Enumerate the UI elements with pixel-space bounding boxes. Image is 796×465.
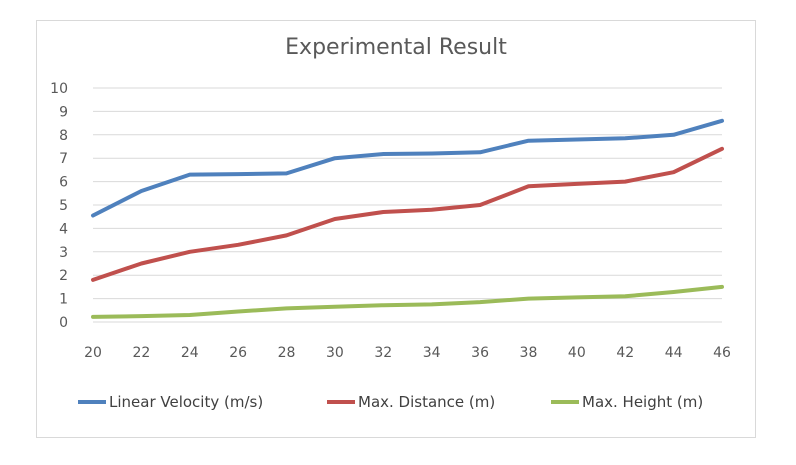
- y-tick-label: 0: [59, 315, 68, 331]
- y-tick-label: 5: [59, 198, 68, 214]
- x-tick-label: 24: [181, 345, 199, 361]
- legend-label: Max. Distance (m): [358, 393, 495, 411]
- x-tick-label: 30: [326, 345, 344, 361]
- series-line-1: [91, 118, 724, 218]
- series-line-2: [91, 146, 724, 282]
- chart-frame: [36, 20, 756, 438]
- y-tick-label: 9: [59, 104, 68, 120]
- x-tick-label: 46: [713, 345, 731, 361]
- y-tick-label: 7: [59, 151, 68, 167]
- legend-label: Max. Height (m): [582, 393, 703, 411]
- legend-label: Linear Velocity (m/s): [109, 393, 263, 411]
- x-tick-label: 34: [423, 345, 441, 361]
- grid-lines: [93, 87, 722, 323]
- x-tick-label: 20: [84, 345, 102, 361]
- y-tick-label: 4: [59, 221, 68, 237]
- chart-title: Experimental Result: [285, 35, 507, 60]
- x-tick-label: 26: [229, 345, 247, 361]
- x-tick-label: 44: [665, 345, 683, 361]
- y-axis-ticks: 0 1 2 3 4 5 6 7 8 9 10: [50, 81, 68, 331]
- x-tick-label: 28: [278, 345, 296, 361]
- y-tick-label: 3: [59, 245, 68, 261]
- x-tick-label: 40: [568, 345, 586, 361]
- y-tick-label: 2: [59, 268, 68, 284]
- y-tick-label: 10: [50, 81, 68, 97]
- series-line-3: [91, 284, 724, 319]
- x-tick-label: 32: [374, 345, 392, 361]
- x-axis-ticks: 20 22 24 26 28 30 32 34 36 38 40 42 44 46: [84, 345, 731, 361]
- y-tick-label: 8: [59, 128, 68, 144]
- x-tick-label: 38: [520, 345, 538, 361]
- x-tick-label: 36: [471, 345, 489, 361]
- x-tick-label: 42: [616, 345, 634, 361]
- x-tick-label: 22: [132, 345, 150, 361]
- y-tick-label: 6: [59, 175, 68, 191]
- y-tick-label: 1: [59, 292, 68, 308]
- series-lines: [91, 118, 724, 319]
- legend: Linear Velocity (m/s) Max. Distance (m) Ma…: [78, 393, 703, 411]
